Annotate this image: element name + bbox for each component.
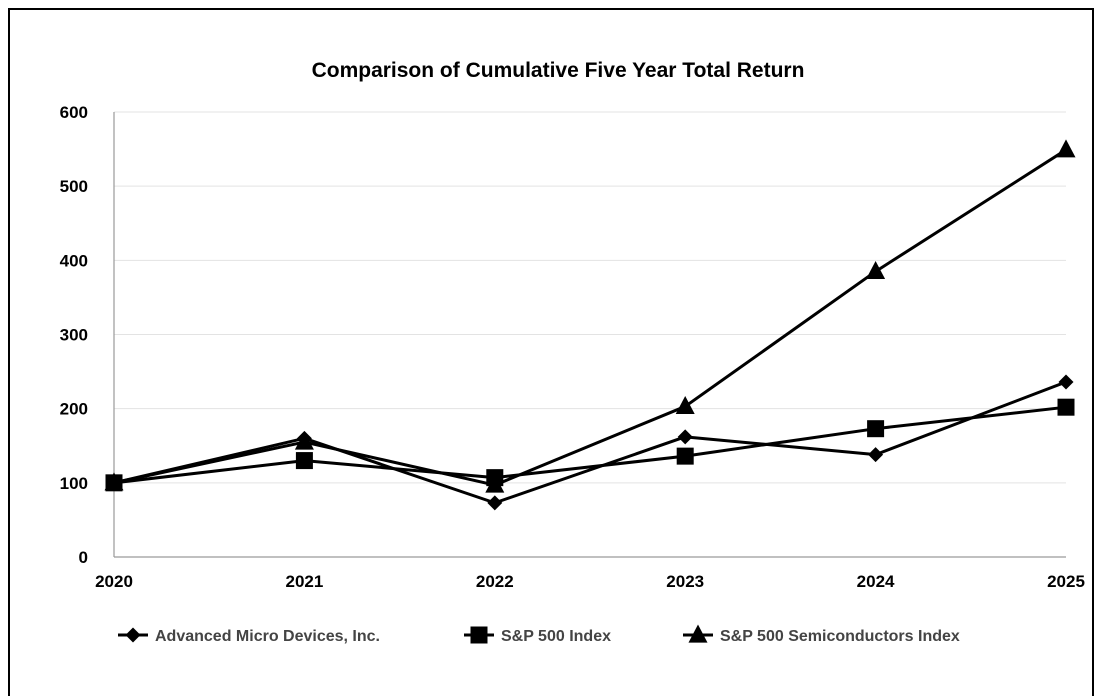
- legend-label: S&P 500 Index: [501, 628, 611, 645]
- data-point: [104, 472, 124, 491]
- data-point: [294, 431, 314, 450]
- legend-label: S&P 500 Semiconductors Index: [720, 628, 960, 645]
- series-line: [113, 405, 1067, 485]
- x-tick-label: 2021: [285, 572, 323, 591]
- series-line: [113, 148, 1067, 487]
- series-diamond: [106, 374, 1074, 511]
- data-point: [295, 452, 313, 470]
- data-point: [1058, 374, 1074, 390]
- legend-marker: [125, 627, 141, 643]
- legend-item: S&P 500 Semiconductors Index: [683, 624, 960, 645]
- x-tick-label: 2025: [1047, 572, 1085, 591]
- x-tick-label: 2023: [666, 572, 704, 591]
- gridlines: [114, 111, 1066, 484]
- data-point: [485, 474, 505, 493]
- legend-marker: [688, 624, 708, 643]
- data-point: [677, 429, 693, 445]
- series-triangle: [104, 139, 1076, 493]
- chart-title: Comparison of Cumulative Five Year Total…: [312, 59, 805, 82]
- y-tick-label: 600: [60, 103, 88, 122]
- data-point: [675, 395, 695, 415]
- x-tick-label: 2020: [95, 572, 133, 591]
- y-tick-label: 200: [60, 400, 88, 419]
- data-point: [1057, 398, 1075, 416]
- y-axis-ticks: 0 100 200 300 400 500 600: [60, 103, 88, 567]
- y-tick-label: 100: [60, 474, 88, 493]
- legend: Advanced Micro Devices, Inc. S&P 500 Inde…: [118, 624, 960, 645]
- x-axis-ticks: 2020 2021 2022 2023 2024 2025: [95, 572, 1085, 591]
- legend-label: Advanced Micro Devices, Inc.: [155, 628, 380, 645]
- data-point: [868, 447, 884, 463]
- y-tick-label: 500: [60, 177, 88, 196]
- chart-frame: [8, 8, 1094, 696]
- y-tick-label: 400: [60, 251, 88, 270]
- legend-item: S&P 500 Index: [464, 626, 611, 645]
- x-tick-label: 2024: [857, 572, 895, 591]
- x-tick-label: 2022: [476, 572, 514, 591]
- data-point: [867, 420, 885, 438]
- series-line: [113, 380, 1067, 505]
- y-tick-label: 0: [79, 548, 88, 567]
- data-point: [1056, 139, 1076, 158]
- data-point: [487, 495, 503, 511]
- data-point: [676, 447, 694, 465]
- legend-item: Advanced Micro Devices, Inc.: [118, 627, 380, 645]
- legend-marker: [470, 626, 488, 644]
- data-point: [866, 261, 886, 280]
- y-tick-label: 300: [60, 326, 88, 345]
- series: [104, 139, 1076, 511]
